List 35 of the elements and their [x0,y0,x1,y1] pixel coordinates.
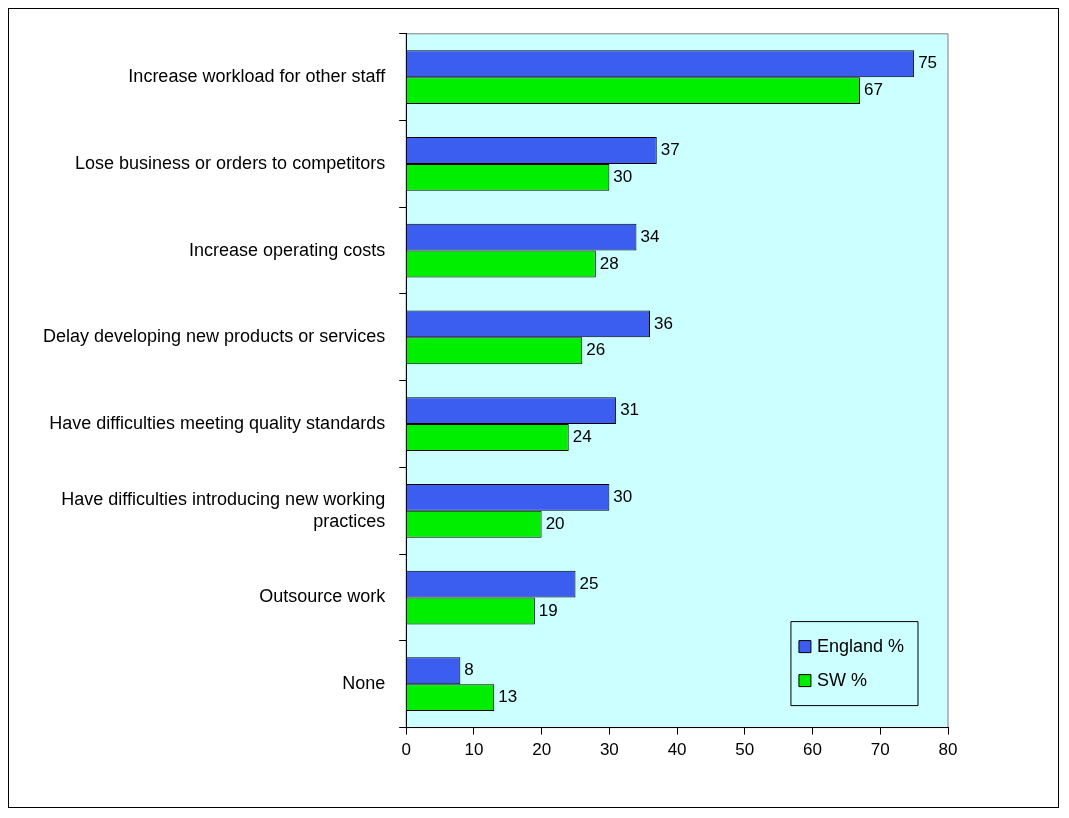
data-label: 26 [586,340,606,360]
x-tick-label: 80 [938,740,958,760]
data-label: 36 [654,313,673,333]
data-label: 8 [464,660,474,680]
data-label: 37 [660,140,680,160]
legend-label: SW % [816,669,867,690]
data-label: 34 [640,226,660,246]
y-tick-label: Delay developing new products or services [42,326,386,347]
y-tick-label: Increase operating costs [189,239,386,260]
x-tick-label: 50 [735,740,755,760]
y-tick-label: Have difficulties introducing new working practices [61,488,386,531]
data-label: 24 [572,427,592,447]
x-tick-label: 60 [803,740,822,760]
y-tick-label: Outsource work [259,586,387,607]
data-label: 13 [498,687,518,707]
x-tick-label: 10 [464,740,484,760]
y-tick-label: None [342,673,386,694]
x-tick-label: 40 [667,740,687,760]
data-label: 31 [620,400,640,420]
x-tick-label: 30 [599,740,619,760]
x-tick-label: 70 [870,740,890,760]
data-label: 75 [918,53,938,73]
data-label: 67 [863,80,883,100]
y-tick-label: Lose business or orders to competitors [75,152,386,173]
legend-label: England % [816,635,905,656]
y-tick-label: Increase workload for other staff [128,66,387,87]
x-tick-label: 20 [532,740,552,760]
data-label: 19 [538,600,558,620]
x-tick-label: 0 [401,740,411,760]
y-tick-label: Have difficulties meeting quality standards [49,413,386,434]
data-label: 28 [599,253,619,273]
data-label: 25 [579,573,599,593]
data-label: 30 [613,167,633,187]
data-label: 30 [613,487,633,507]
data-label: 20 [545,513,565,533]
